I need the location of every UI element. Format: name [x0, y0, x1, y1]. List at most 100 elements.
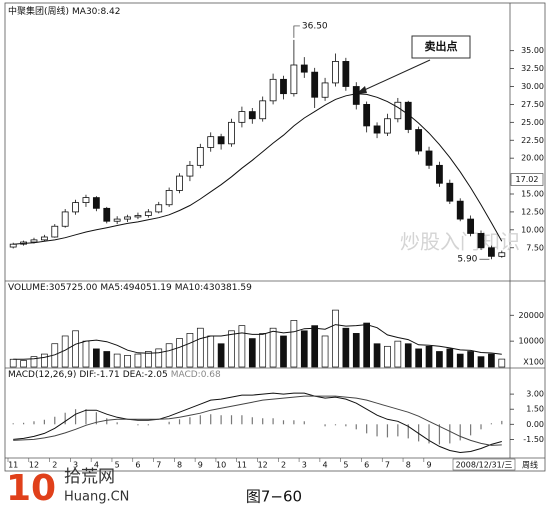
candle-body — [373, 125, 381, 134]
volume-bar — [228, 330, 235, 368]
volume-bar — [404, 343, 412, 368]
candle-body — [82, 197, 90, 203]
x-tick-label: 4 — [94, 461, 99, 470]
date-box — [452, 458, 516, 471]
candle-body — [269, 78, 277, 102]
candle-body — [9, 243, 17, 248]
x-tick-label: 12 — [29, 461, 39, 470]
volume-bar — [342, 327, 350, 368]
x-tick-label: 10 — [216, 461, 226, 470]
macd-header: MACD(12,26,9) DIF:-1.71 DEA:-2.05 MACD:0.68 — [8, 370, 221, 380]
volume-bar — [436, 351, 443, 368]
volume-bar — [248, 338, 256, 368]
end-date: 2008/12/31/三 — [456, 461, 513, 470]
candle-body — [72, 202, 79, 213]
watermark: 炒股入门知识 — [400, 230, 520, 254]
x-tick-label: 2 — [281, 461, 286, 470]
candle-body — [436, 164, 443, 184]
high-marker — [293, 25, 300, 38]
frame — [4, 2, 546, 472]
volume-bar — [176, 338, 183, 368]
x-tick-label: 6 — [135, 461, 140, 470]
macd-label: MACD:0.68 — [171, 370, 221, 380]
y-tick-label: 20.00 — [521, 154, 544, 163]
annotation-text: 卖出点 — [425, 39, 458, 53]
y-tick-label: 22.50 — [521, 136, 544, 145]
last-price-box — [510, 173, 544, 186]
price-header: 中聚集团(周线) MA30:8.42 — [8, 5, 120, 17]
y-tick-label: 32.50 — [521, 64, 544, 73]
ma10-label: MA10:430381.59 — [175, 283, 252, 293]
candle-body — [92, 197, 100, 209]
volume-bar — [124, 355, 131, 368]
volume-bar — [144, 351, 152, 368]
ma-legend: MA30:8.42 — [72, 7, 120, 17]
candle-body — [134, 215, 142, 218]
volume-bar — [311, 325, 319, 368]
logo-number: 10 — [6, 468, 56, 509]
low-label: 5.90 — [457, 255, 477, 265]
y-tick-label: 30.00 — [521, 82, 544, 91]
volume-bar — [207, 335, 215, 368]
y-tick-label: 1.50 — [526, 405, 544, 414]
volume-bar — [165, 343, 173, 368]
volume-label: VOLUME:305725.00 — [8, 283, 98, 293]
candle-body — [425, 150, 433, 166]
x-tick-label: 8 — [406, 461, 411, 470]
volume-bar — [280, 335, 287, 368]
volume-header: VOLUME:305725.00 MA5:494051.19 MA10:430381… — [8, 283, 252, 293]
last-price: 17.02 — [516, 175, 539, 184]
candle-body — [186, 164, 194, 177]
volume-bar — [321, 335, 329, 368]
unit-label: X100 — [523, 358, 544, 367]
x-tick-label: 8 — [177, 461, 182, 470]
volume-bar — [259, 333, 267, 368]
candle-body — [467, 218, 475, 234]
candle-body — [228, 121, 235, 145]
volume-bar — [384, 345, 391, 368]
candle-body — [290, 64, 298, 95]
volume-bar — [498, 358, 506, 368]
candle-body — [196, 147, 204, 166]
ma30-line — [13, 93, 503, 245]
candle-body — [124, 216, 131, 220]
x-tick-label: 11 — [8, 461, 18, 470]
candle-body — [363, 104, 371, 127]
volume-bar — [352, 333, 360, 368]
candle-body — [155, 204, 163, 213]
volume-bar — [290, 320, 298, 368]
x-tick-label: 3 — [73, 461, 78, 470]
candle-body — [280, 78, 287, 95]
volume-bar — [363, 322, 371, 368]
volume-bar — [186, 333, 194, 368]
candle-body — [207, 136, 215, 148]
volume-bar — [300, 330, 308, 368]
x-tick-label: 2 — [52, 461, 57, 470]
volume-bar — [41, 353, 48, 368]
x-tick-label: 9 — [426, 461, 431, 470]
candle-body — [456, 200, 464, 220]
period-label: 周线 — [522, 460, 538, 470]
x-tick-label: 7 — [156, 461, 161, 470]
candle-body — [40, 236, 48, 241]
volume-bar — [82, 340, 90, 368]
volume-bar — [20, 360, 27, 368]
candle-body — [352, 86, 360, 105]
volume-bar — [155, 348, 163, 368]
x-tick-label: 5 — [115, 461, 120, 470]
volume-bar — [373, 343, 381, 368]
y-tick-label: 25.00 — [521, 118, 544, 127]
x-tick-label: 9 — [198, 461, 203, 470]
logo-name: 拾荒网 — [64, 467, 115, 487]
dea-line — [13, 395, 502, 446]
annotation-box — [411, 35, 471, 59]
y-tick-label: 12.50 — [521, 207, 544, 216]
candle-body — [165, 190, 173, 206]
ma5-label: MA5:494051.19 — [100, 283, 172, 293]
candle-body — [311, 71, 319, 98]
candle-body — [238, 111, 246, 123]
candle-body — [477, 233, 485, 249]
candle-body — [404, 101, 412, 130]
volume-ma5-line — [13, 324, 502, 360]
